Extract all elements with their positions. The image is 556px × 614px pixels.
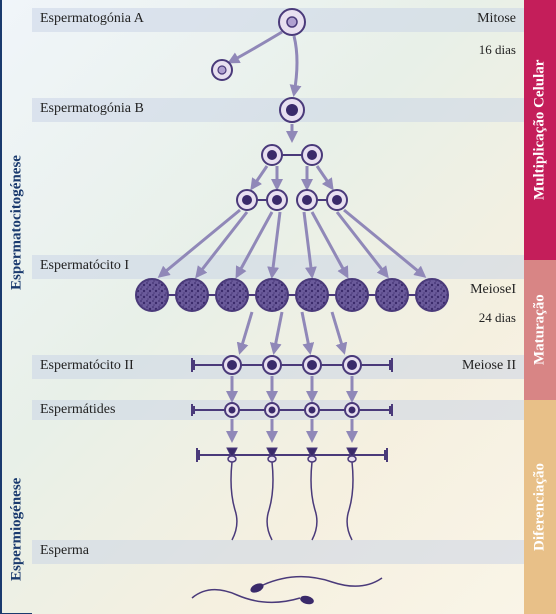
early-sperm-cell [347, 448, 357, 540]
label-espermatocito-ii: Espermatócito II [40, 358, 134, 374]
left-label-espermatocitogenese: Espermatocitogénese [0, 0, 32, 445]
early-sperm-cell [227, 448, 237, 540]
right-phase-sidebar: Multiplicação Celular Maturação Diferenc… [524, 0, 556, 614]
label-espermatogonia-b: Espermatogónia B [40, 101, 144, 117]
label-espermatocito-i: Espermatócito I [40, 258, 129, 274]
right-label-diferenciacao: Diferenciação [524, 400, 556, 614]
early-sperm-cell [267, 448, 277, 540]
main-diagram-area: Espermatogónia A Mitose 16 dias Espermat… [32, 0, 524, 614]
label-espermatogonia-a: Espermatogónia A [40, 11, 144, 27]
mature-sperm-cell [249, 577, 382, 595]
right-label-maturacao: Maturação [524, 260, 556, 400]
label-meiose-i: MeioseI [470, 282, 516, 298]
cell-diagram-svg [32, 0, 524, 614]
label-24dias: 24 dias [479, 310, 516, 326]
left-phase-sidebar: Espermatocitogénese Espermiogénese [0, 0, 32, 614]
early-sperm-cell [307, 448, 317, 540]
label-16dias: 16 dias [479, 42, 516, 58]
label-espermatides: Espermátides [40, 402, 115, 418]
right-label-multiplicacao: Multiplicação Celular [524, 0, 556, 260]
left-label-espermiogenese: Espermiogénese [0, 445, 32, 614]
spermatogenesis-diagram: Espermatocitogénese Espermiogénese Multi… [0, 0, 556, 614]
label-esperma: Esperma [40, 543, 89, 559]
label-meiose-ii: Meiose II [462, 358, 516, 374]
label-mitose: Mitose [477, 11, 516, 27]
